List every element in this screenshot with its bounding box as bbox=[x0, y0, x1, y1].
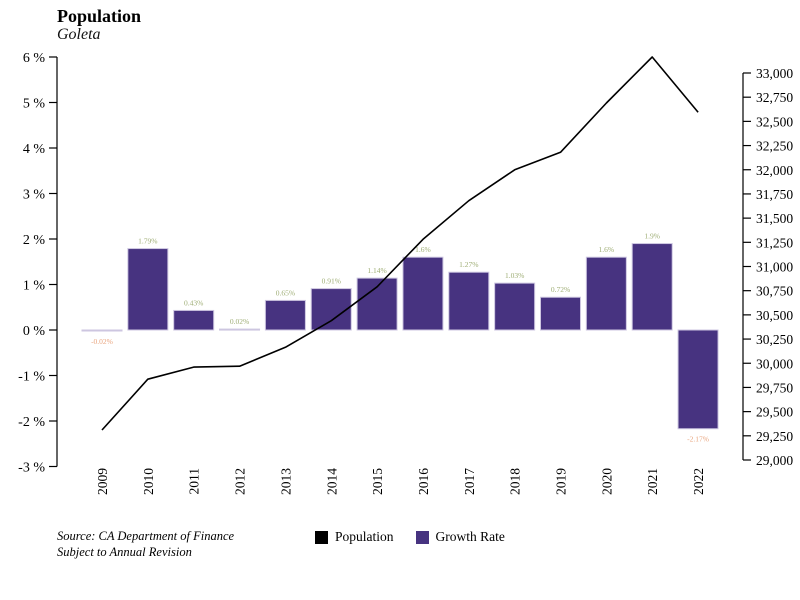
x-tick-2022: 2022 bbox=[691, 468, 706, 495]
growth-bar-label-2022: -2.17% bbox=[687, 435, 709, 444]
growth-bar-2019 bbox=[540, 296, 581, 331]
left-axis-tick-label: 5 % bbox=[23, 97, 46, 112]
growth-bar-2011 bbox=[173, 309, 215, 331]
growth-bar-label-2020: 1.6% bbox=[599, 245, 615, 254]
legend-swatch-icon bbox=[315, 530, 328, 544]
growth-bar-label-2009: -0.02% bbox=[91, 337, 113, 346]
right-axis-tick-label: 33,000 bbox=[756, 66, 793, 81]
left-axis-tick-label: 0 % bbox=[23, 324, 46, 339]
right-axis-tick-label: 32,750 bbox=[756, 90, 793, 105]
legend-label: Growth Rate bbox=[435, 529, 505, 544]
x-tick-2016: 2016 bbox=[416, 468, 431, 495]
growth-bar-2018 bbox=[494, 282, 536, 331]
left-axis-tick-label: -1 % bbox=[18, 370, 45, 385]
growth-bar-label-2011: 0.43% bbox=[184, 298, 203, 307]
growth-bar-label-2018: 1.03% bbox=[505, 271, 524, 280]
growth-bar-label-2014: 0.91% bbox=[322, 277, 341, 286]
x-tick-2012: 2012 bbox=[233, 468, 248, 495]
legend-swatch-icon bbox=[415, 530, 429, 544]
right-axis-tick-label: 32,500 bbox=[756, 114, 793, 129]
growth-bar-2012 bbox=[219, 328, 261, 331]
x-tick-2018: 2018 bbox=[508, 468, 523, 495]
growth-bar-2014 bbox=[310, 288, 352, 331]
x-tick-2021: 2021 bbox=[645, 468, 660, 495]
x-tick-2011: 2011 bbox=[187, 468, 202, 495]
chart-title: Population bbox=[57, 6, 142, 26]
right-axis-tick-label: 31,500 bbox=[756, 211, 793, 226]
growth-bar-label-2021: 1.9% bbox=[644, 232, 660, 241]
legend-item-growth-rate: Growth Rate bbox=[415, 529, 505, 545]
growth-bar-2010 bbox=[127, 248, 169, 331]
right-axis-tick-label: 29,000 bbox=[756, 453, 793, 468]
source-note: Source: CA Department of Finance Subject… bbox=[57, 528, 234, 561]
growth-bar-2009 bbox=[81, 329, 123, 332]
source-line-1: Source: CA Department of Finance bbox=[57, 529, 235, 543]
legend-item-population: Population bbox=[315, 529, 394, 545]
x-tick-2013: 2013 bbox=[278, 468, 293, 495]
left-axis-tick-label: 1 % bbox=[23, 279, 46, 294]
growth-bar-label-2010: 1.79% bbox=[138, 237, 157, 246]
growth-bar-label-2016: 1.6% bbox=[415, 245, 431, 254]
growth-bar-label-2019: 0.72% bbox=[551, 285, 570, 294]
right-axis-tick-label: 31,000 bbox=[756, 260, 793, 275]
population-line bbox=[101, 56, 699, 431]
growth-bar-label-2013: 0.65% bbox=[276, 288, 295, 297]
right-axis-tick-label: 30,000 bbox=[756, 356, 793, 371]
left-axis-tick-label: 3 % bbox=[23, 188, 46, 203]
x-tick-2015: 2015 bbox=[370, 468, 385, 495]
growth-bar-2020 bbox=[585, 256, 627, 331]
x-tick-2017: 2017 bbox=[462, 468, 477, 495]
growth-bar-label-2015: 1.14% bbox=[367, 266, 386, 275]
chart-legend: Population Growth Rate bbox=[315, 529, 505, 545]
right-axis-tick-label: 30,750 bbox=[756, 284, 793, 299]
right-axis-tick-label: 29,500 bbox=[756, 405, 793, 420]
growth-bar-label-2012: 0.02% bbox=[230, 317, 249, 326]
legend-label: Population bbox=[335, 529, 394, 544]
right-axis-tick-label: 29,250 bbox=[756, 429, 793, 444]
growth-bar-2016 bbox=[402, 256, 444, 331]
growth-bar-2021 bbox=[631, 243, 673, 331]
x-tick-2020: 2020 bbox=[599, 468, 614, 495]
right-axis-tick-label: 29,750 bbox=[756, 380, 793, 395]
source-line-2: Subject to Annual Revision bbox=[57, 545, 192, 560]
left-axis-tick-label: 2 % bbox=[23, 233, 46, 248]
growth-bar-2022 bbox=[677, 329, 719, 430]
right-axis-tick-label: 30,500 bbox=[756, 308, 793, 323]
right-axis-tick-label: 32,250 bbox=[756, 139, 793, 154]
growth-bar-label-2017: 1.27% bbox=[459, 260, 478, 269]
right-axis-tick-label: 32,000 bbox=[756, 163, 793, 178]
left-axis-tick-label: -2 % bbox=[18, 415, 45, 430]
growth-bar-2013 bbox=[264, 299, 306, 331]
right-axis-tick-label: 30,250 bbox=[756, 332, 793, 347]
x-tick-2009: 2009 bbox=[95, 468, 110, 495]
chart-subtitle: Goleta bbox=[57, 26, 101, 43]
x-tick-2014: 2014 bbox=[324, 468, 339, 495]
left-axis-tick-label: 4 % bbox=[23, 142, 46, 157]
left-axis-tick-label: -3 % bbox=[18, 461, 45, 476]
right-axis-tick-label: 31,250 bbox=[756, 235, 793, 250]
left-axis-tick-label: 6 % bbox=[23, 51, 46, 66]
right-axis-tick-label: 31,750 bbox=[756, 187, 793, 202]
x-tick-2019: 2019 bbox=[554, 468, 569, 495]
x-tick-2010: 2010 bbox=[141, 468, 156, 495]
growth-bar-2017 bbox=[448, 271, 490, 331]
